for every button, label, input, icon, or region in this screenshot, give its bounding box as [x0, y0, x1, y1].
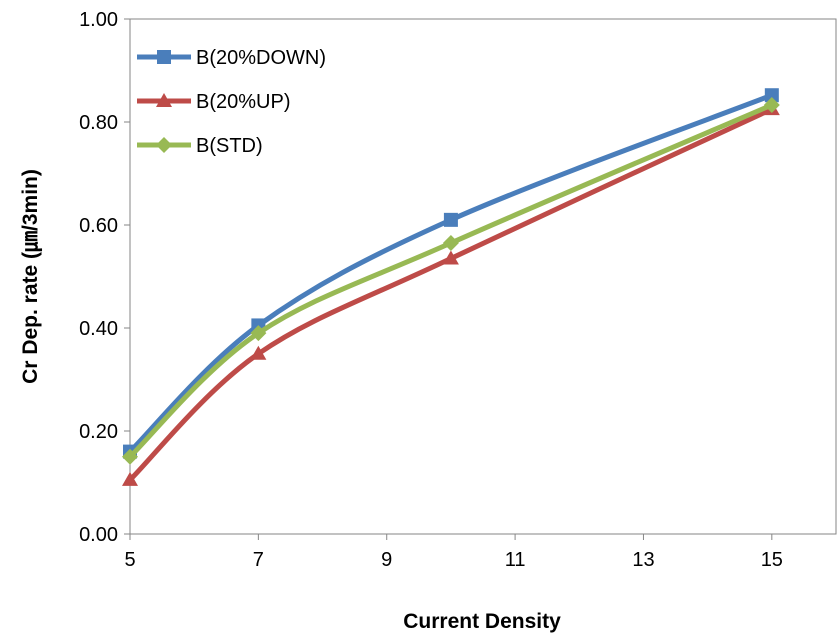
- legend-label: B(STD): [196, 135, 263, 157]
- data-point: [442, 235, 459, 252]
- plot-area: [129, 18, 837, 535]
- y-tick-label: 1.00: [79, 9, 118, 31]
- axes: 0.00 0.20 0.40 0.60 0.80 1.00 5 7 9 11 13 15: [79, 9, 837, 571]
- data-point: [764, 88, 779, 103]
- series-layer: [122, 88, 780, 486]
- x-tick-label: 11: [505, 549, 526, 571]
- y-tick-label: 0.40: [79, 318, 118, 340]
- series-line: [127, 102, 775, 460]
- x-tick-label: 15: [761, 549, 783, 571]
- y-tick-label: 0.00: [79, 524, 118, 546]
- data-point: [763, 97, 780, 114]
- series-line: [127, 92, 775, 455]
- legend-item: B(20%DOWN): [137, 47, 326, 69]
- legend-label: B(20%UP): [196, 91, 290, 113]
- y-tick-label: 0.20: [79, 421, 118, 443]
- legend-marker: [156, 93, 172, 107]
- data-point: [442, 250, 459, 265]
- data-point: [122, 448, 138, 465]
- y-tick-label: 0.80: [79, 112, 118, 134]
- legend-marker: [157, 50, 171, 64]
- series-line: [127, 106, 775, 483]
- series-2: [122, 101, 780, 486]
- y-tick-label: 0.60: [79, 215, 118, 237]
- legend-item: B(20%UP): [137, 91, 290, 113]
- legend-marker: [156, 137, 172, 153]
- x-axis-title: Current Density: [403, 610, 561, 633]
- series-3: [122, 97, 780, 465]
- x-tick-label: 5: [124, 549, 135, 571]
- x-tick-label: 13: [632, 549, 654, 571]
- x-tick-label: 7: [253, 549, 264, 571]
- x-tick-label: 9: [381, 549, 392, 571]
- legend-item: B(STD): [137, 135, 263, 157]
- y-axis-title: Cr Dep. rate (㎛/3min): [19, 169, 43, 384]
- data-point: [443, 212, 458, 227]
- data-point: [250, 345, 267, 360]
- legend: B(20%DOWN) B(20%UP) B(STD): [137, 47, 326, 157]
- data-point: [250, 325, 267, 342]
- legend-label: B(20%DOWN): [196, 47, 326, 69]
- data-point: [122, 471, 138, 486]
